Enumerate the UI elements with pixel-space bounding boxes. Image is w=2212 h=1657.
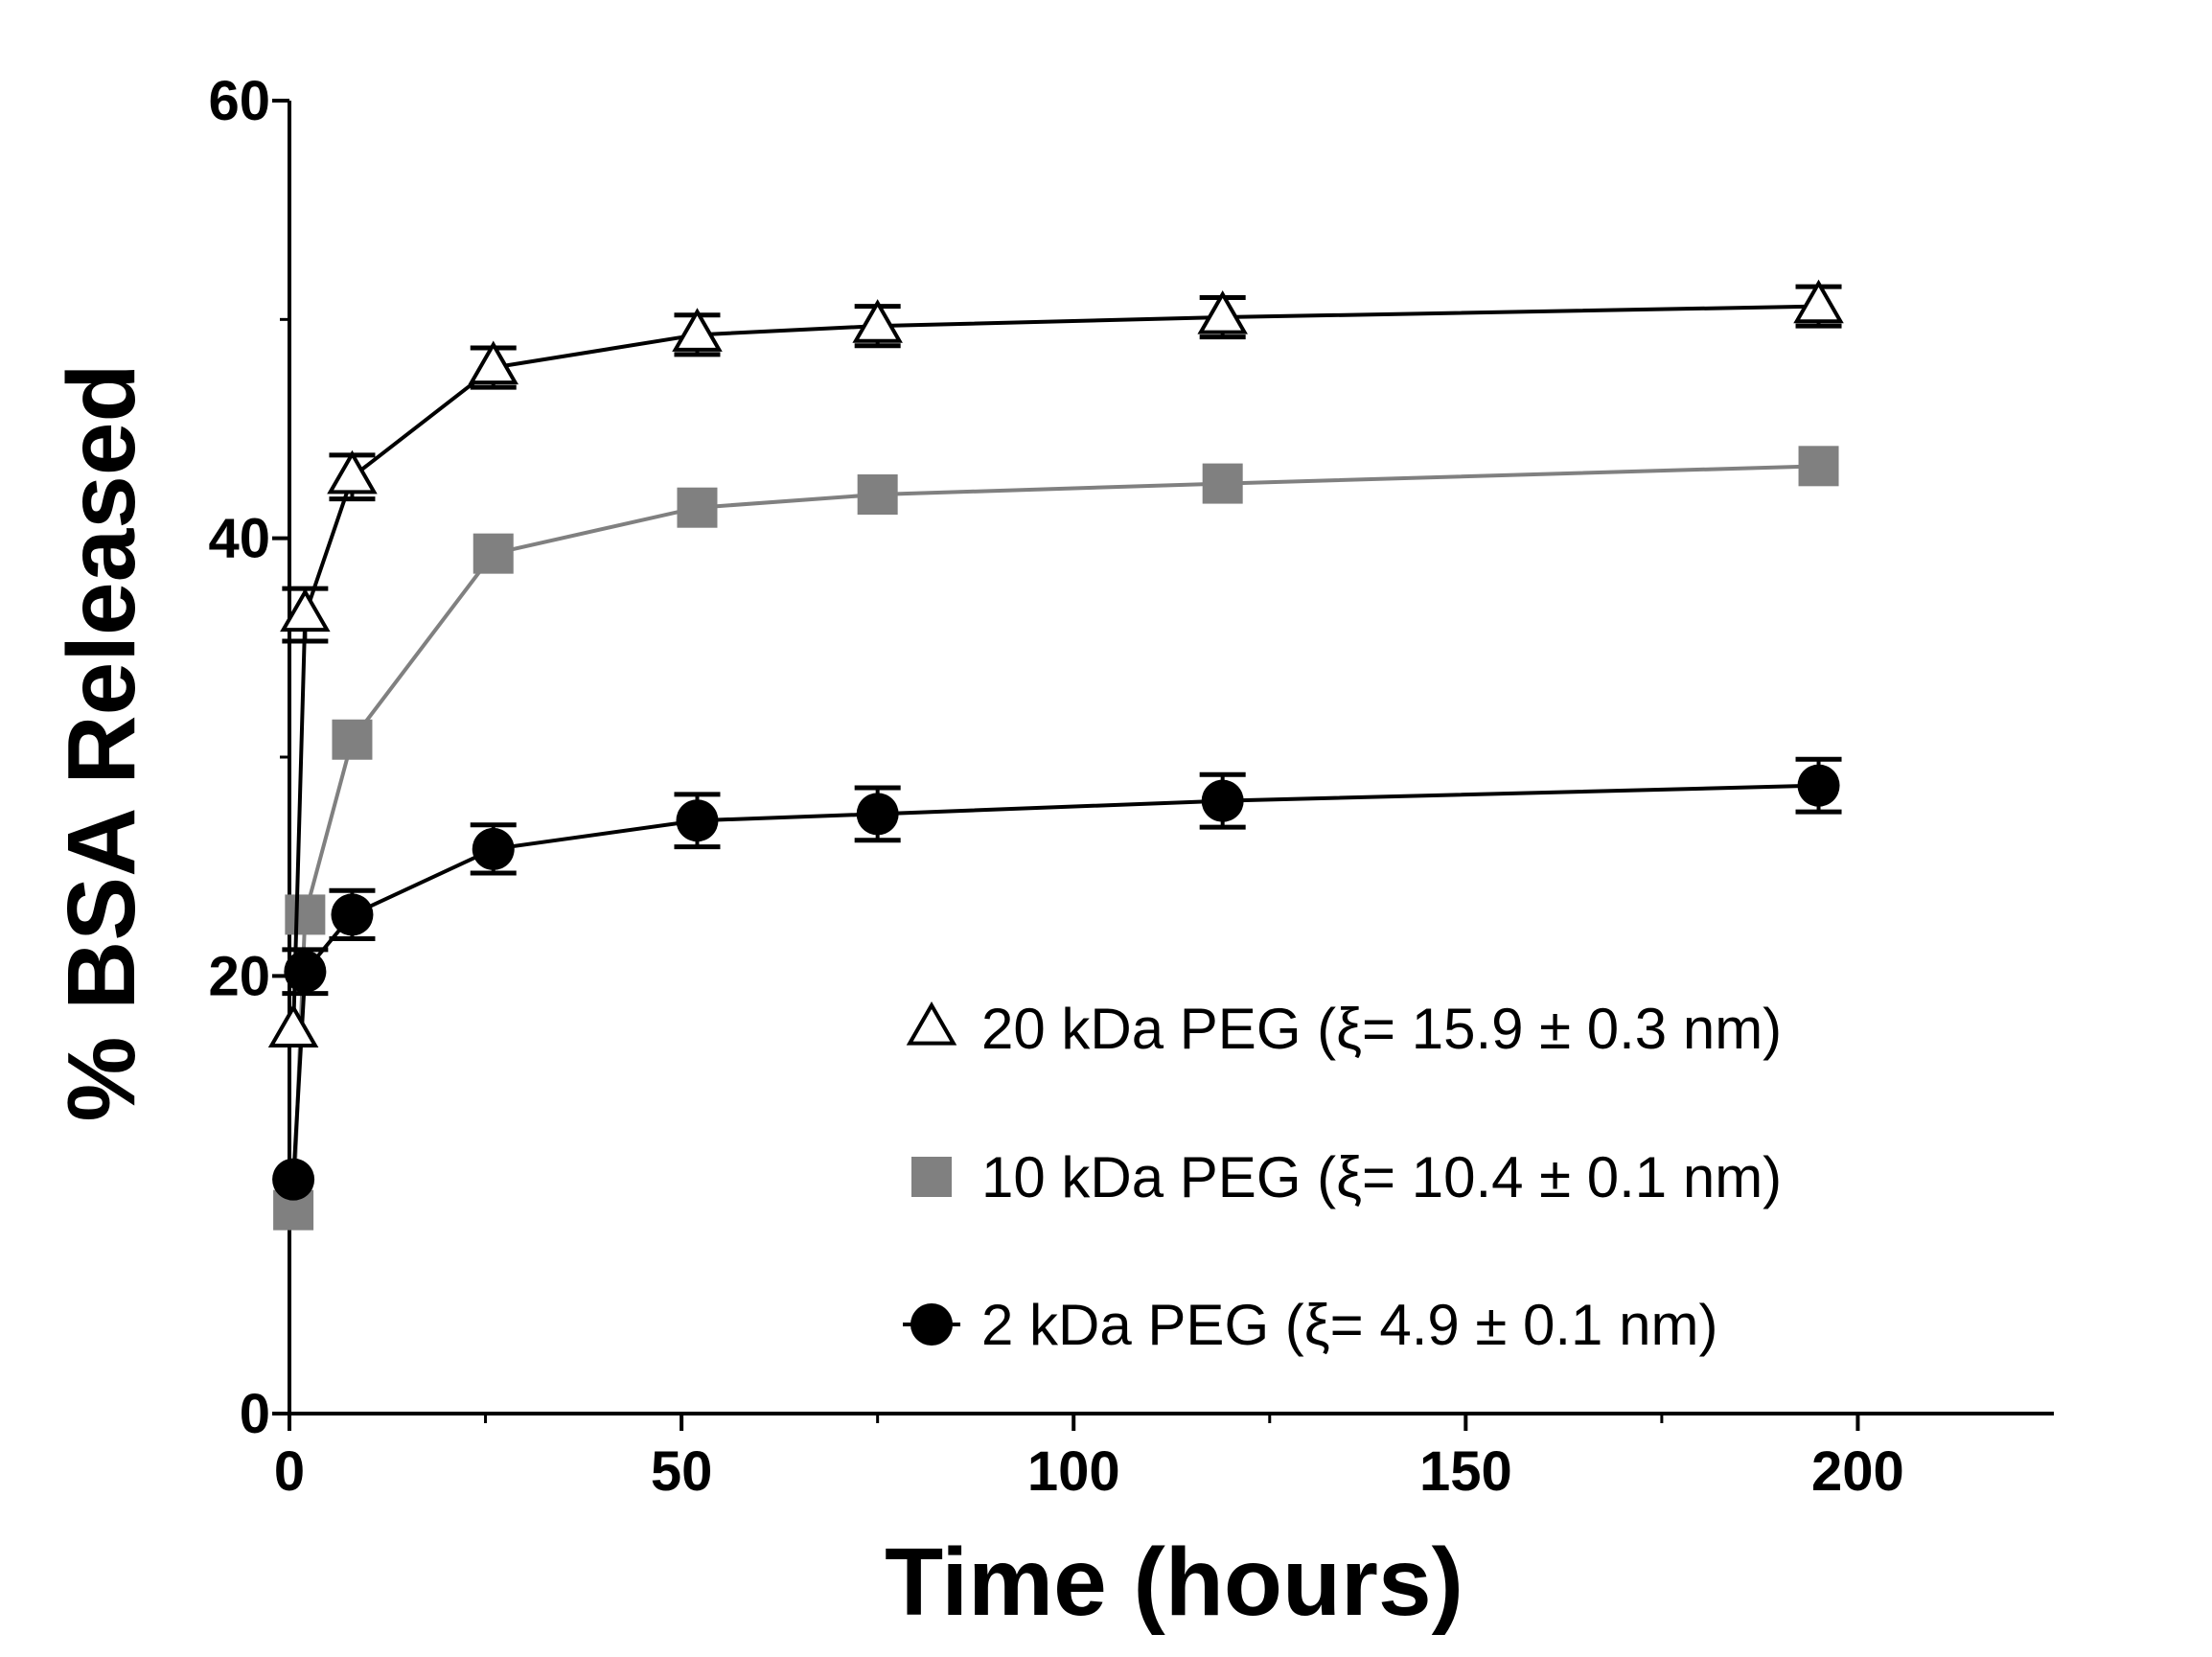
data-point [272,1158,315,1201]
series-2 [273,446,1839,1231]
data-point [285,894,326,935]
y-tick-label: 40 [208,508,270,570]
series-1 [267,279,1844,1048]
data-point [1798,446,1839,487]
y-tick-label: 20 [208,945,270,1007]
legend: 20 kDa PEG (ξ= 15.9 ± 0.3 nm) 10 kDa PEG … [903,997,1782,1357]
data-point [677,487,718,528]
data-point [331,893,374,936]
data-point [472,827,515,870]
data-point [676,799,719,842]
x-tick-label: 100 [1027,1440,1120,1503]
data-point [1793,279,1844,324]
legend-label: 2 kDa PEG (ξ= 4.9 ± 0.1 nm) [981,1293,1717,1357]
data-point [852,299,903,343]
legend-marker [910,1303,953,1346]
legend-marker [906,1001,957,1046]
series-line [291,304,1819,1031]
legend-item-3: 2 kDa PEG (ξ= 4.9 ± 0.1 nm) [903,1293,1717,1357]
legend-item-1: 20 kDa PEG (ξ= 15.9 ± 0.3 nm) [906,997,1782,1061]
data-point [1201,779,1244,822]
data-point [472,533,514,574]
legend-item-2: 10 kDa PEG (ξ= 10.4 ± 0.1 nm) [911,1145,1782,1209]
y-tick-label: 0 [240,1383,270,1445]
legend-marker [911,1157,952,1197]
legend-label: 10 kDa PEG (ξ= 10.4 ± 0.1 nm) [981,1145,1782,1209]
series-line [291,464,1819,1210]
data-point [1197,290,1248,334]
data-point [280,587,331,633]
data-point [1202,463,1243,504]
series-3 [272,756,1842,1201]
data-point [672,308,723,352]
data-point [857,474,898,515]
axes: 0 20 40 60 0 50 100 150 200 [208,70,2054,1503]
data-point [332,719,373,760]
series-layer [267,279,1844,1231]
data-point [856,793,899,836]
data-point [284,950,327,993]
y-tick-label: 60 [208,70,270,132]
x-tick-label: 50 [651,1440,713,1503]
legend-label: 20 kDa PEG (ξ= 15.9 ± 0.3 nm) [981,997,1782,1061]
x-tick-label: 150 [1419,1440,1512,1503]
x-axis-title: Time (hours) [885,1529,1463,1636]
series-line [291,783,1819,1180]
x-tick-label: 200 [1811,1440,1904,1503]
data-point [1797,764,1840,807]
data-point [468,340,518,385]
data-point [327,449,378,495]
y-axis-title: % BSA Released [48,363,155,1121]
data-point [267,1003,319,1048]
x-tick-label: 0 [274,1440,305,1503]
